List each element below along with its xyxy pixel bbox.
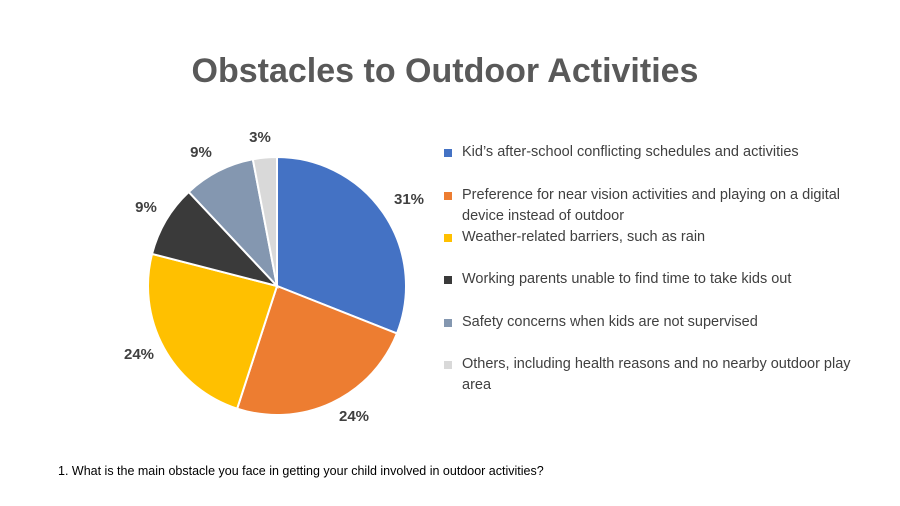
pie-slice-label-1: 31% [394,191,424,208]
pie-slice-label-6: 3% [249,129,271,146]
legend-label-5: Safety concerns when kids are not superv… [462,314,758,330]
legend-swatch-2 [444,192,452,200]
pie-slice-label-3: 24% [124,346,154,363]
pie-slice-6 [251,155,278,287]
legend-swatch-5 [444,319,452,327]
legend-label-3: Weather-related barriers, such as rain [462,229,706,245]
pie-slice-1 [276,155,407,335]
legend-swatch-3 [444,234,452,242]
legend-label-4: Working parents unable to find time to t… [462,271,792,287]
legend-label-6: Others, including health reasons and no … [462,356,851,393]
legend-swatch-1 [444,149,452,157]
pie-slice-label-4: 9% [135,199,157,216]
pie-slice-2 [235,284,399,416]
legend-swatch-4 [444,276,452,284]
legend-label-1: Kid’s after-school conflicting schedules… [462,144,799,160]
chart-title: Obstacles to Outdoor Activities [191,52,699,90]
survey-question-footnote: 1. What is the main obstacle you face in… [58,464,544,478]
legend-label-2: Preference for near vision activities an… [462,187,841,224]
pie-slice-label-5: 9% [190,144,212,161]
pie-slice-label-2: 24% [339,408,369,425]
pie-slice-3 [147,252,279,410]
legend-swatch-6 [444,361,452,369]
